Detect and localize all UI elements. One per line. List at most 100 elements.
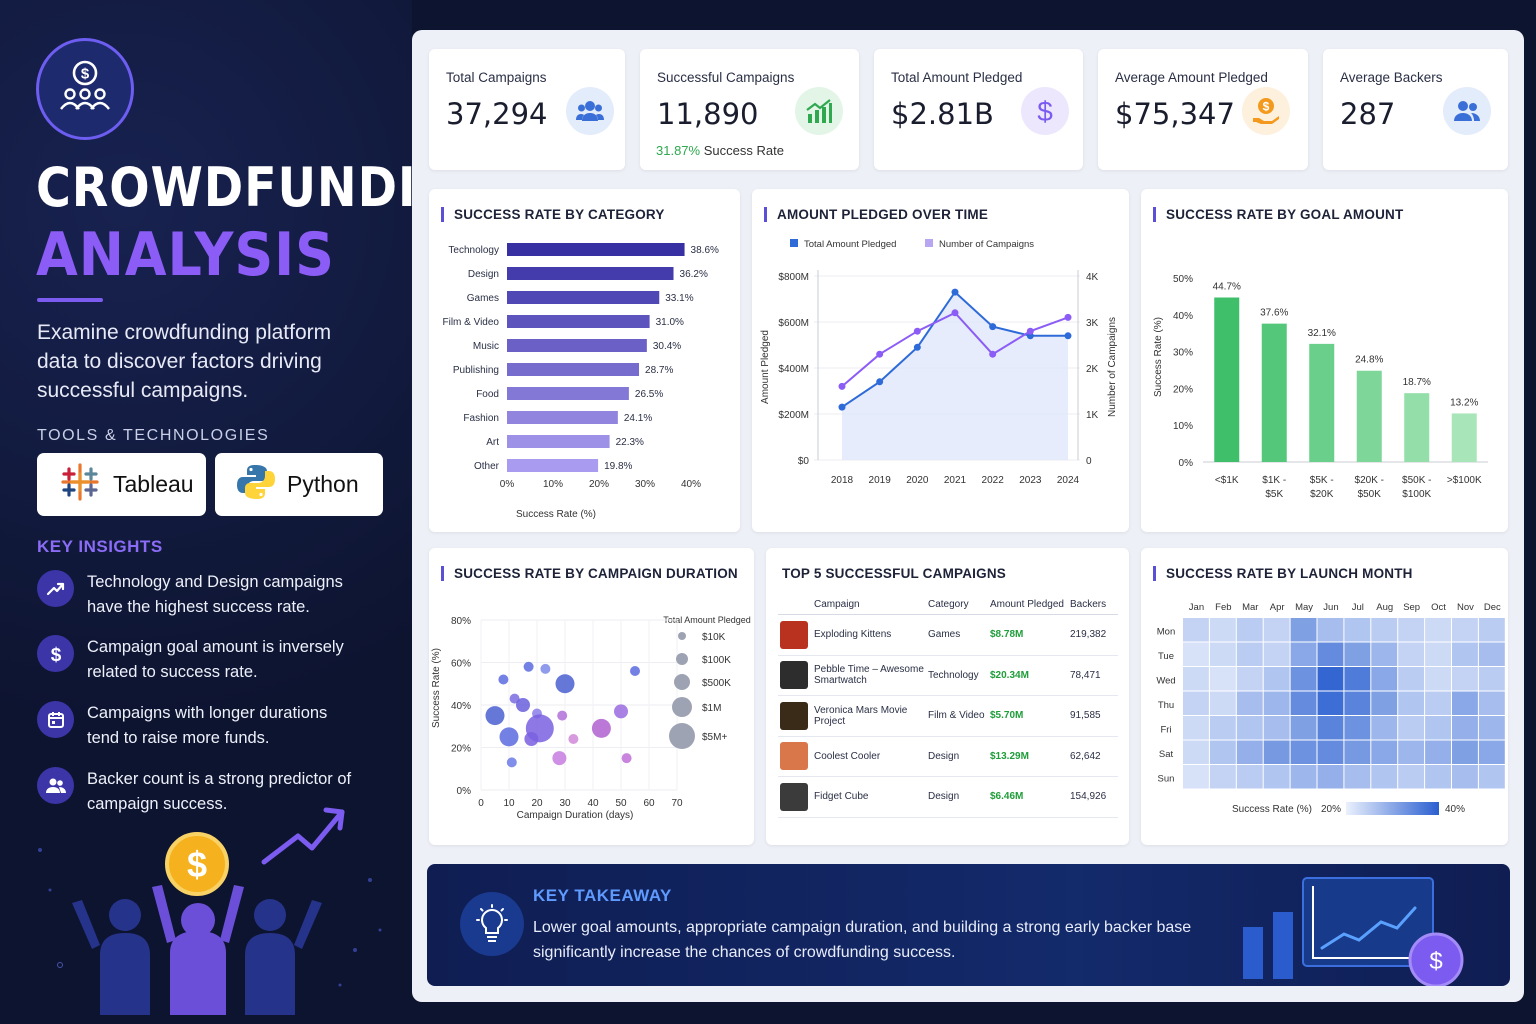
svg-text:$: $	[1263, 100, 1270, 114]
y-tick-label: 10%	[1173, 421, 1193, 432]
x-tick-label: 10	[503, 798, 515, 809]
bubble-point	[591, 718, 611, 738]
heatmap-cell	[1236, 618, 1263, 642]
x-tick-label: $50K -	[1402, 475, 1431, 486]
category-bar	[507, 315, 650, 328]
heatmap-cell	[1344, 716, 1371, 740]
heatmap-cell	[1452, 618, 1478, 642]
bar-value-label: 22.3%	[616, 437, 644, 448]
heatmap-cell	[1317, 716, 1344, 740]
kpi-value: 11,890	[657, 97, 759, 131]
table-row[interactable]: Pebble Time – Awesome Smartwatch Technolo…	[778, 655, 1118, 696]
size-legend-bubble	[674, 674, 690, 690]
heatmap-cell	[1398, 642, 1425, 666]
series-point-campaigns	[989, 350, 997, 358]
lightbulb-icon	[460, 892, 524, 956]
heatmap-cell	[1478, 642, 1505, 666]
tool-label-python: Python	[287, 471, 359, 497]
table-cell-amount: $6.46M	[988, 776, 1068, 818]
kpi-value: $75,347	[1115, 97, 1235, 131]
table-row[interactable]: Coolest Cooler Design $13.29M 62,642	[778, 736, 1118, 777]
heatmap-cell	[1209, 716, 1236, 740]
bubble-point	[506, 757, 517, 768]
campaign-thumbnail	[780, 620, 808, 649]
month-label: Jan	[1189, 602, 1204, 613]
heatmap-cell	[1209, 740, 1236, 764]
size-legend-title: Total Amount Pledged	[663, 615, 751, 625]
colorbar-label: Success Rate (%)	[1232, 804, 1312, 815]
month-label: May	[1295, 602, 1313, 613]
heatmap-cell	[1371, 691, 1398, 715]
calendar-icon	[37, 701, 74, 738]
table-cell-thumb	[778, 655, 812, 696]
duration-chart-card: SUCCESS RATE BY CAMPAIGN DURATION Succes…	[429, 548, 754, 845]
heatmap-cell	[1183, 716, 1209, 740]
title-divider	[37, 298, 103, 302]
y-tick-label: 40%	[1173, 311, 1193, 322]
dollar-icon: $	[37, 635, 74, 672]
category-chart-card: SUCCESS RATE BY CATEGORY Success Rate (%…	[429, 189, 740, 532]
category-label: Fashion	[463, 413, 499, 424]
bubble-point	[525, 714, 554, 743]
month-label: Feb	[1215, 602, 1231, 613]
top-campaigns-card: TOP 5 SUCCESSFUL CAMPAIGNS Campaign Cate…	[766, 548, 1129, 845]
bar-value-label: 33.1%	[665, 293, 693, 304]
category-label: Other	[474, 461, 500, 472]
kpi-label: Successful Campaigns	[657, 70, 795, 85]
heatmap-cell	[1371, 765, 1398, 789]
kpi-value: 287	[1340, 97, 1396, 131]
dollar-icon: $	[1021, 87, 1069, 135]
x-tick-label: >$100K	[1447, 475, 1482, 486]
y-tick-label: 30%	[1173, 348, 1193, 359]
table-header-backers: Backers	[1068, 595, 1118, 615]
heatmap-cell	[1452, 716, 1478, 740]
heatmap-cell	[1236, 716, 1263, 740]
table-cell-amount: $5.70M	[988, 695, 1068, 737]
size-legend-label: $1M	[702, 703, 721, 714]
heatmap-cell	[1263, 642, 1290, 666]
y-tick-label: 40%	[451, 701, 471, 712]
table-row[interactable]: Veronica Mars Movie Project Film & Video $…	[778, 695, 1118, 737]
y-left-tick-label: $600M	[778, 318, 809, 329]
y-left-tick-label: $200M	[778, 410, 809, 421]
heatmap-cell	[1344, 691, 1371, 715]
duration-bubble-chart: Success Rate (%) Campaign Duration (days…	[431, 615, 751, 821]
campaign-thumbnail	[780, 701, 808, 730]
bubble-point	[509, 693, 520, 704]
colorbar-min-label: 20%	[1321, 804, 1341, 815]
x-tick-label: $50K	[1358, 489, 1382, 500]
heatmap-cell	[1317, 618, 1344, 642]
y-left-tick-label: $800M	[778, 272, 809, 283]
svg-text:$: $	[50, 645, 61, 665]
top-campaigns-table: Campaign Category Amount Pledged Backers…	[778, 595, 1118, 818]
takeaway-heading: KEY TAKEAWAY	[533, 886, 672, 905]
legend-swatch	[790, 239, 798, 247]
series-point-amount	[1064, 332, 1072, 340]
svg-text:$: $	[1037, 96, 1053, 126]
celebrating-backers-illustration: $	[38, 807, 382, 1015]
table-cell-backers: 154,926	[1068, 776, 1118, 818]
bar-value-label: 32.1%	[1308, 328, 1336, 339]
kpi-card-average-amount-pledged: Average Amount Pledged $75,347 $	[1098, 49, 1308, 170]
bubble-point	[552, 751, 567, 766]
heatmap-cell	[1317, 765, 1344, 789]
area-fill	[842, 292, 1068, 460]
bar-value-label: 38.6%	[691, 245, 719, 256]
table-row[interactable]: Exploding Kittens Games $8.78M 219,382	[778, 614, 1118, 656]
category-bar	[507, 291, 660, 304]
x-tick-label: 70	[671, 798, 683, 809]
heatmap-cell	[1425, 691, 1451, 715]
x-tick-label: $5K	[1265, 489, 1283, 500]
heatmap-cell	[1290, 667, 1317, 691]
table-row[interactable]: Fidget Cube Design $6.46M 154,926	[778, 776, 1118, 818]
x-tick-label: 2023	[1019, 475, 1042, 486]
heatmap-cell	[1371, 642, 1398, 666]
x-tick-label: 2018	[831, 475, 854, 486]
x-tick-label: 60	[643, 798, 655, 809]
month-label: Apr	[1270, 602, 1285, 613]
category-bar	[507, 435, 610, 448]
category-bar	[507, 411, 618, 424]
bubble-point	[557, 710, 568, 721]
y-right-tick-label: 3K	[1086, 318, 1099, 329]
bar-value-label: 24.8%	[1355, 355, 1383, 366]
